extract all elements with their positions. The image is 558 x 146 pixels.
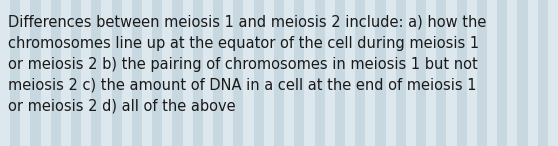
Bar: [304, 0, 315, 146]
Bar: [325, 0, 335, 146]
Bar: [0, 0, 10, 146]
Bar: [92, 0, 102, 146]
Bar: [112, 0, 122, 146]
Bar: [376, 0, 386, 146]
Bar: [51, 0, 61, 146]
Bar: [497, 0, 507, 146]
Bar: [355, 0, 365, 146]
Bar: [548, 0, 558, 146]
Bar: [538, 0, 548, 146]
Bar: [456, 0, 466, 146]
Bar: [31, 0, 41, 146]
Bar: [254, 0, 264, 146]
Bar: [223, 0, 233, 146]
Bar: [182, 0, 193, 146]
Bar: [102, 0, 112, 146]
Bar: [172, 0, 182, 146]
Bar: [294, 0, 304, 146]
Bar: [335, 0, 345, 146]
Bar: [213, 0, 223, 146]
Bar: [122, 0, 132, 146]
Bar: [315, 0, 325, 146]
Bar: [527, 0, 538, 146]
Text: Differences between meiosis 1 and meiosis 2 include: a) how the
chromosomes line: Differences between meiosis 1 and meiosi…: [8, 15, 486, 114]
Bar: [41, 0, 51, 146]
Bar: [10, 0, 20, 146]
Bar: [365, 0, 376, 146]
Bar: [477, 0, 487, 146]
Bar: [396, 0, 406, 146]
Bar: [466, 0, 477, 146]
Bar: [233, 0, 243, 146]
Bar: [193, 0, 203, 146]
Bar: [386, 0, 396, 146]
Bar: [20, 0, 31, 146]
Bar: [264, 0, 274, 146]
Bar: [71, 0, 81, 146]
Bar: [284, 0, 294, 146]
Bar: [416, 0, 426, 146]
Bar: [406, 0, 416, 146]
Bar: [487, 0, 497, 146]
Bar: [61, 0, 71, 146]
Bar: [203, 0, 213, 146]
Bar: [243, 0, 254, 146]
Bar: [162, 0, 172, 146]
Bar: [517, 0, 527, 146]
Bar: [142, 0, 152, 146]
Bar: [152, 0, 162, 146]
Bar: [345, 0, 355, 146]
Bar: [132, 0, 142, 146]
Bar: [426, 0, 436, 146]
Bar: [507, 0, 517, 146]
Bar: [436, 0, 446, 146]
Bar: [274, 0, 284, 146]
Bar: [446, 0, 456, 146]
Bar: [81, 0, 92, 146]
